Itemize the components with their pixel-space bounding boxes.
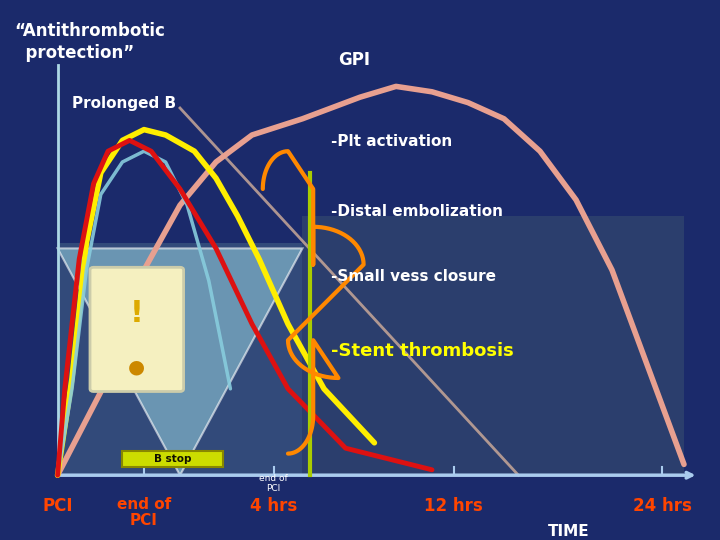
Text: ●: ● — [128, 357, 145, 377]
Text: -Small vess closure: -Small vess closure — [331, 269, 496, 284]
Text: “Antithrombotic
  protection”: “Antithrombotic protection” — [14, 22, 166, 62]
Text: -Stent thrombosis: -Stent thrombosis — [331, 342, 514, 360]
Text: 4 hrs: 4 hrs — [250, 497, 297, 515]
Text: TIME: TIME — [548, 524, 590, 539]
Bar — [122, 451, 223, 467]
Text: PCI: PCI — [42, 497, 73, 515]
Polygon shape — [58, 248, 302, 475]
Text: end of
PCI: end of PCI — [117, 497, 171, 528]
Text: end of
PCI: end of PCI — [259, 474, 288, 493]
Text: !: ! — [130, 299, 144, 328]
Text: -Plt activation: -Plt activation — [331, 134, 452, 149]
Text: GPI: GPI — [338, 51, 370, 69]
Text: 12 hrs: 12 hrs — [424, 497, 483, 515]
Text: B stop: B stop — [154, 454, 192, 464]
Text: -Distal embolization: -Distal embolization — [331, 204, 503, 219]
Bar — [58, 243, 302, 475]
Text: Prolonged B: Prolonged B — [72, 96, 176, 111]
Bar — [302, 216, 684, 475]
FancyBboxPatch shape — [90, 267, 184, 392]
Text: 24 hrs: 24 hrs — [633, 497, 692, 515]
